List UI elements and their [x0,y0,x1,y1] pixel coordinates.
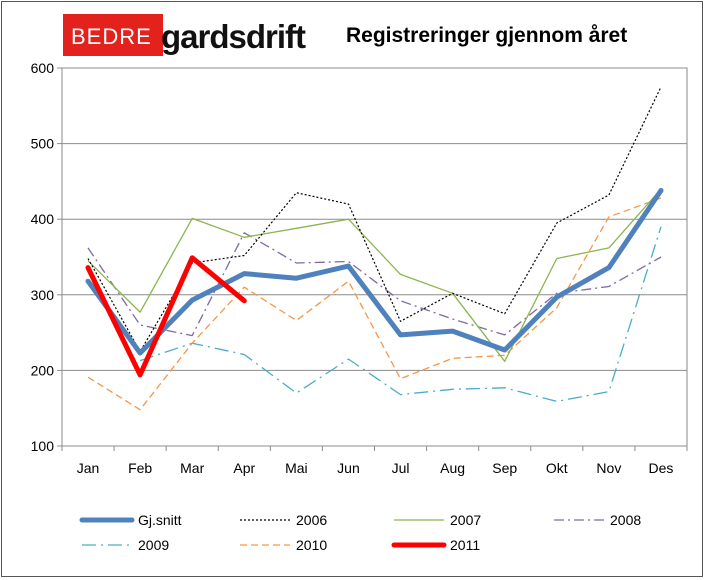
legend-label: 2007 [450,512,481,528]
y-tick-label: 300 [31,287,55,303]
x-tick-label: Feb [128,460,152,476]
x-tick-label: Okt [546,460,568,476]
legend-label: 2010 [296,537,327,553]
plot-area [61,67,688,447]
x-tick-label: Jun [337,460,360,476]
logo-black-text: gardsdrift [161,18,306,55]
y-tick-label: 200 [31,362,55,378]
legend-label: 2009 [138,537,169,553]
y-tick-label: 100 [31,438,55,454]
series-line-2011 [85,255,247,378]
y-tick-label: 500 [31,136,55,152]
series-line-gjsnitt [85,188,664,356]
legend-label: Gj.snitt [138,512,182,528]
x-tick-label: Jul [392,460,410,476]
x-tick-label: Mai [285,460,308,476]
logo-red-block [63,14,163,56]
legend-label: 2011 [450,537,480,553]
x-tick-label: Apr [233,460,255,476]
legend-label: 2008 [610,512,641,528]
legend-label: 2006 [296,512,327,528]
x-tick-label: Jan [77,460,100,476]
x-tick-label: Sep [492,460,517,476]
x-tick-label: Des [649,460,674,476]
x-tick-label: Nov [596,460,621,476]
logo-red-text: BEDRE [71,24,152,49]
series-line-2009 [139,226,662,403]
chart-title: Registreringer gjennom året [346,24,628,47]
y-tick-label: 400 [31,211,55,227]
series-line-2007 [87,188,662,362]
x-tick-label: Mar [180,460,204,476]
x-tick-label: Aug [440,460,465,476]
y-tick-label: 600 [31,60,55,76]
